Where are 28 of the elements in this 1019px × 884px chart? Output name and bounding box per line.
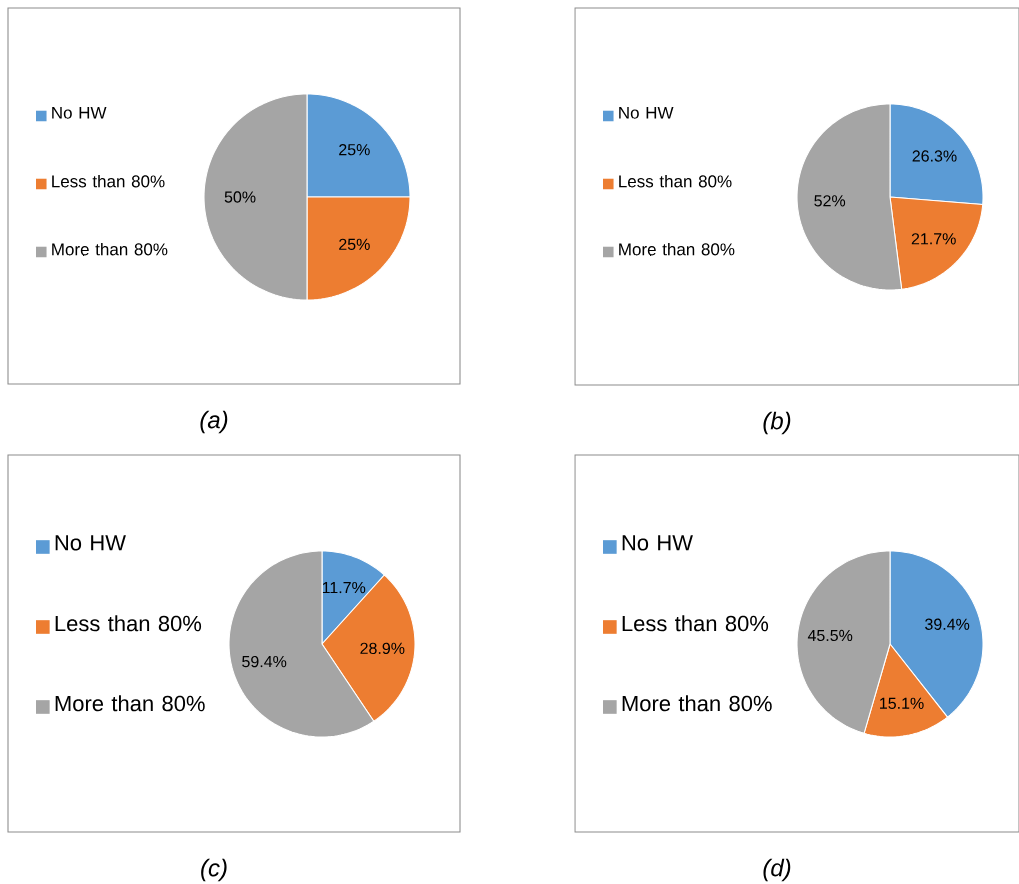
data-label: 26.3% [912,150,957,162]
legend-label: No HW [52,106,107,119]
text: (c) [201,858,227,882]
data-label: 50% [224,191,256,203]
data-label: 28.9% [360,642,405,655]
legend-label: More than 80% [52,242,168,256]
data-label: 39.4% [925,618,970,630]
data-label: 52% [814,195,846,207]
data-label: 25% [339,143,370,156]
data-label: 21.7% [911,233,956,245]
legend-label: No HW [622,535,693,551]
legend-label: More than 80% [55,695,205,712]
legend-label: Less than 80% [55,615,202,632]
legend-label: Less than 80% [619,174,732,188]
legend-label: More than 80% [622,695,772,712]
data-label: 59.4% [242,655,287,668]
text: (d) [763,858,791,882]
legend-label: No HW [619,106,674,119]
data-label: 11.7% [322,581,366,594]
text: (b) [763,411,791,435]
legend-label: More than 80% [619,242,735,256]
legend-label: No HW [55,535,126,551]
legend-label: Less than 80% [52,174,165,188]
text: (a) [200,410,228,434]
data-label: 45.5% [807,629,853,642]
legend-label: Less than 80% [622,615,769,632]
data-label: 15.1% [880,697,924,709]
data-label: 25% [339,238,370,250]
